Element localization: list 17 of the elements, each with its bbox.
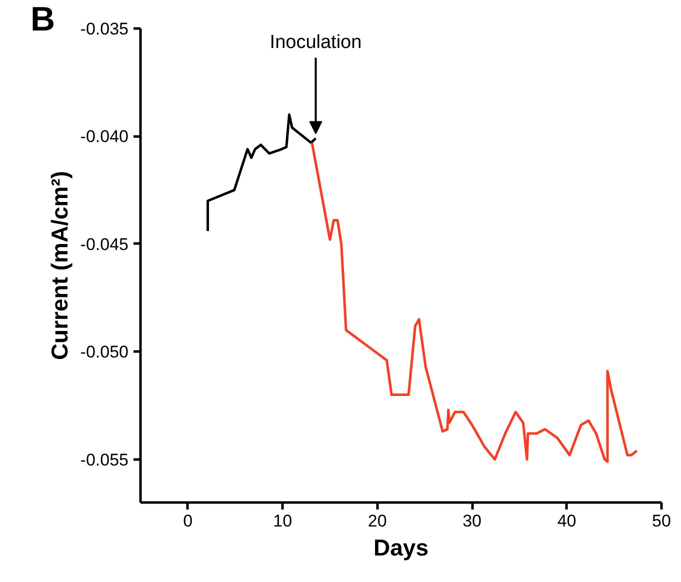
y-axis-title: Current (mA/cm²) [46, 170, 72, 360]
line-series [310, 141, 638, 463]
x-tick-label: 20 [368, 512, 387, 530]
x-tick-label: 50 [652, 512, 671, 530]
annotation: Inoculation [270, 32, 362, 54]
line-series [206, 113, 317, 232]
y-tick-label: -0.040 [80, 127, 128, 146]
x-tick-label: 10 [273, 512, 292, 530]
y-tick-label: -0.045 [80, 234, 128, 254]
x-tick-label: 40 [557, 512, 576, 530]
text: B [30, 0, 56, 38]
x-tick-label: 0 [183, 512, 193, 530]
y-tick-label: -0.055 [80, 450, 128, 470]
x-axis-title: Days [374, 534, 428, 560]
y-tick-label: -0.050 [80, 342, 128, 362]
x-tick-label: 30 [462, 512, 482, 530]
y-tick-label: -0.035 [80, 20, 128, 38]
